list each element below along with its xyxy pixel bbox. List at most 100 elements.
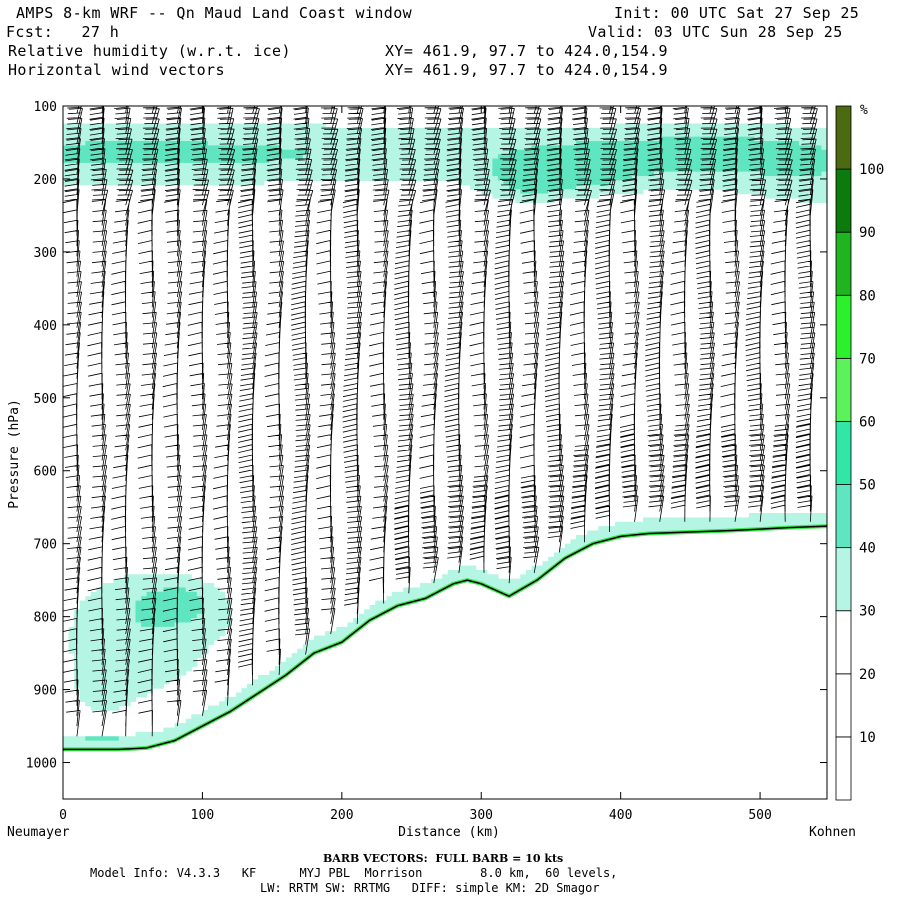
humidity-cell [213, 145, 220, 164]
humidity-cell [386, 127, 393, 182]
humidity-cell [648, 141, 655, 177]
humidity-cell [821, 127, 827, 151]
humidity-cell [648, 517, 655, 536]
wind-barb-column [469, 106, 491, 573]
humidity-cell [592, 141, 599, 186]
humidity-cell [609, 526, 616, 545]
humidity-cell [687, 136, 694, 173]
wind-barb-column [291, 106, 314, 655]
humidity-cell [90, 123, 98, 142]
humidity-cell [107, 162, 114, 186]
humidity-cell [815, 127, 823, 146]
humidity-cell [442, 574, 449, 593]
humidity-cell [765, 176, 772, 199]
humidity-cell [425, 583, 432, 602]
humidity-cell [642, 517, 650, 540]
humidity-cell [168, 574, 176, 589]
wind-barb-column [569, 106, 592, 543]
humidity-cell [776, 513, 783, 532]
humidity-cell [185, 123, 192, 142]
humidity-cell [548, 145, 555, 190]
field-xy-humidity: XY= 461.9, 97.7 to 424.0,154.9 [385, 42, 668, 60]
humidity-cell [163, 727, 170, 746]
humidity-cell [715, 123, 722, 138]
humidity-cell [509, 578, 516, 597]
humidity-cell [581, 127, 588, 142]
humidity-cell [626, 123, 633, 142]
humidity-cell [598, 127, 605, 142]
humidity-cell [442, 127, 449, 182]
humidity-cell [146, 141, 153, 164]
humidity-cell [464, 127, 471, 186]
wind-barb-column [111, 106, 134, 737]
humidity-cell [620, 180, 627, 195]
wind-barb-column [745, 106, 767, 522]
wind-barb-column [720, 106, 741, 522]
wind-barb-column [645, 106, 666, 522]
colorbar-label: 30 [859, 604, 876, 620]
wind-barb-column [544, 106, 565, 553]
humidity-cell [297, 648, 304, 667]
humidity-cell [497, 578, 505, 597]
humidity-cell [297, 123, 304, 151]
colorbar-label: 70 [859, 351, 876, 367]
humidity-cell [302, 123, 309, 151]
humidity-cell [124, 123, 131, 142]
humidity-cell [85, 162, 92, 186]
y-tick-label: 100 [34, 100, 57, 115]
humidity-cell [219, 701, 226, 720]
humidity-cell [821, 149, 827, 173]
humidity-cell [146, 591, 153, 628]
humidity-cell [102, 583, 109, 711]
humidity-cell [146, 731, 153, 750]
humidity-cell [542, 561, 549, 580]
humidity-cell [185, 591, 192, 624]
humidity-cell [313, 123, 321, 182]
humidity-cell [721, 517, 728, 536]
humidity-cell [207, 123, 215, 146]
humidity-cell [659, 136, 666, 173]
humidity-cell [224, 696, 231, 715]
humidity-cell [548, 127, 555, 146]
humidity-cell [787, 127, 795, 142]
humidity-cell [615, 180, 622, 195]
humidity-cell [654, 123, 661, 142]
humidity-cell [687, 171, 694, 190]
humidity-cell [447, 569, 454, 589]
y-tick-label: 300 [34, 246, 57, 261]
humidity-cell [676, 517, 683, 536]
humidity-cell [180, 123, 187, 142]
chart-title: AMPS 8-km WRF -- Qn Maud Land Coast wind… [16, 4, 413, 22]
humidity-cell [196, 613, 204, 659]
colorbar-swatch [835, 105, 852, 170]
x-tick-label: 0 [59, 808, 67, 823]
humidity-cell [659, 123, 666, 138]
humidity-cell [553, 552, 560, 571]
humidity-cell [492, 158, 499, 177]
wind-barb-layer [63, 106, 818, 737]
humidity-cell [185, 141, 192, 164]
colorbar-unit: % [860, 103, 868, 118]
humidity-cell [642, 123, 650, 142]
humidity-cell [659, 517, 666, 536]
humidity-cell [637, 521, 644, 540]
humidity-cell [626, 180, 633, 195]
humidity-cell [207, 705, 215, 724]
humidity-cell [754, 123, 761, 142]
humidity-cell [414, 587, 421, 606]
humidity-cell [726, 123, 733, 138]
humidity-cell [118, 141, 125, 164]
humidity-cell [286, 149, 293, 160]
humidity-cell [419, 127, 427, 182]
humidity-cell [102, 736, 109, 742]
humidity-cell [392, 591, 399, 610]
humidity-cell [90, 141, 98, 164]
humidity-cell [352, 618, 360, 637]
humidity-cell [141, 123, 148, 142]
humidity-cell [74, 609, 81, 689]
humidity-cell [514, 189, 521, 203]
humidity-cell [174, 723, 181, 742]
humidity-cell [481, 569, 488, 589]
humidity-cell [380, 127, 388, 182]
humidity-cell [297, 158, 304, 182]
